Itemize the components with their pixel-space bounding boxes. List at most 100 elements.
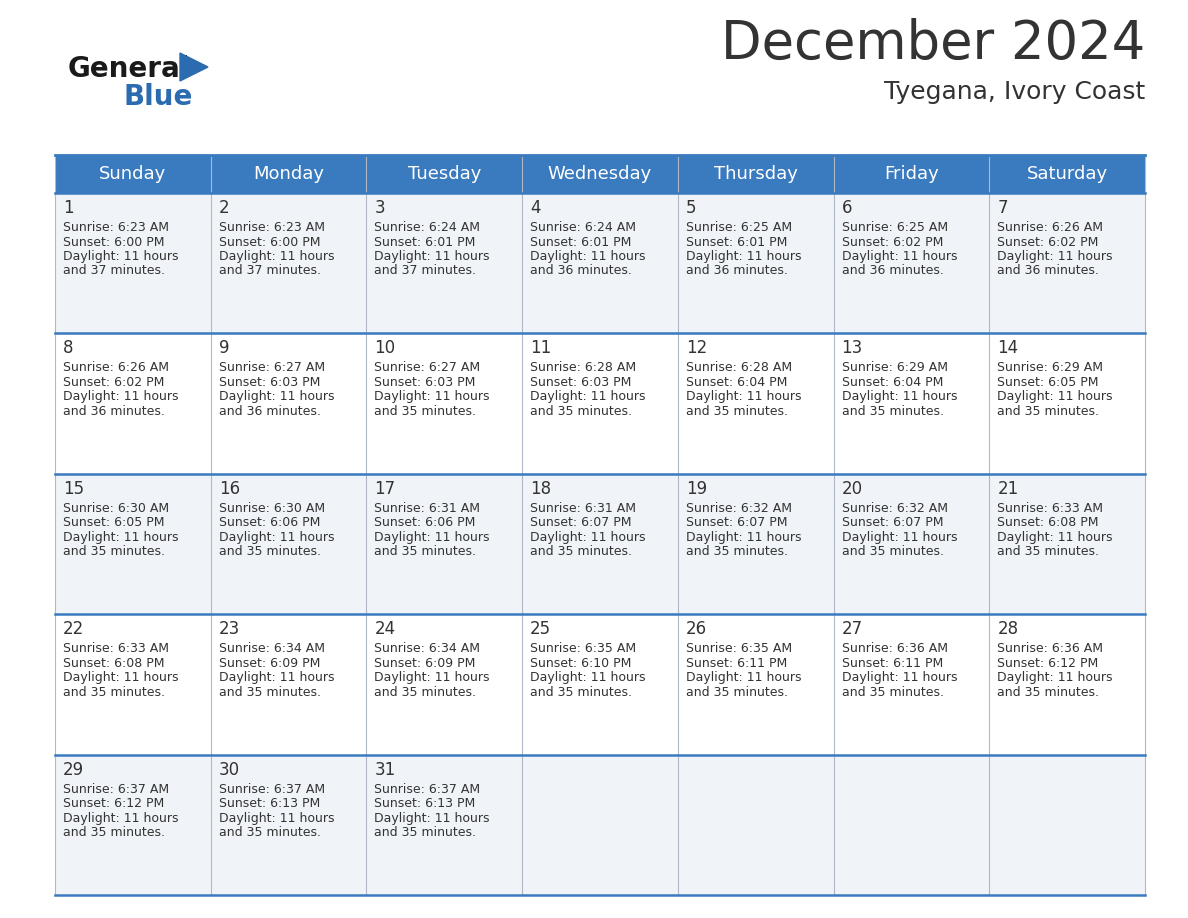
Text: Sunrise: 6:27 AM: Sunrise: 6:27 AM xyxy=(374,362,481,375)
Text: 9: 9 xyxy=(219,340,229,357)
Text: Sunset: 6:05 PM: Sunset: 6:05 PM xyxy=(63,516,164,530)
Text: and 37 minutes.: and 37 minutes. xyxy=(219,264,321,277)
Text: and 35 minutes.: and 35 minutes. xyxy=(219,545,321,558)
Text: and 35 minutes.: and 35 minutes. xyxy=(374,826,476,839)
Text: Sunrise: 6:24 AM: Sunrise: 6:24 AM xyxy=(530,221,636,234)
Text: Sunrise: 6:30 AM: Sunrise: 6:30 AM xyxy=(219,502,324,515)
Text: Sunrise: 6:33 AM: Sunrise: 6:33 AM xyxy=(997,502,1104,515)
Text: Sunrise: 6:34 AM: Sunrise: 6:34 AM xyxy=(219,643,324,655)
Text: 24: 24 xyxy=(374,621,396,638)
Text: Sunset: 6:10 PM: Sunset: 6:10 PM xyxy=(530,656,632,670)
Text: Daylight: 11 hours: Daylight: 11 hours xyxy=(685,671,802,684)
Text: Daylight: 11 hours: Daylight: 11 hours xyxy=(374,812,489,824)
Text: 26: 26 xyxy=(685,621,707,638)
Text: Daylight: 11 hours: Daylight: 11 hours xyxy=(63,812,178,824)
Text: Daylight: 11 hours: Daylight: 11 hours xyxy=(63,671,178,684)
Text: Sunrise: 6:26 AM: Sunrise: 6:26 AM xyxy=(63,362,169,375)
Text: Sunrise: 6:31 AM: Sunrise: 6:31 AM xyxy=(374,502,480,515)
Text: and 35 minutes.: and 35 minutes. xyxy=(685,405,788,418)
Text: 19: 19 xyxy=(685,480,707,498)
Text: General: General xyxy=(68,55,190,83)
Text: and 35 minutes.: and 35 minutes. xyxy=(685,686,788,699)
Text: and 36 minutes.: and 36 minutes. xyxy=(685,264,788,277)
Text: Daylight: 11 hours: Daylight: 11 hours xyxy=(530,531,645,543)
Bar xyxy=(366,155,523,193)
Text: Sunrise: 6:31 AM: Sunrise: 6:31 AM xyxy=(530,502,636,515)
Text: Blue: Blue xyxy=(124,83,192,111)
Text: 21: 21 xyxy=(997,480,1018,498)
Text: Sunrise: 6:37 AM: Sunrise: 6:37 AM xyxy=(374,783,481,796)
Text: Daylight: 11 hours: Daylight: 11 hours xyxy=(841,531,958,543)
Text: and 35 minutes.: and 35 minutes. xyxy=(530,686,632,699)
Text: Daylight: 11 hours: Daylight: 11 hours xyxy=(685,250,802,263)
Text: 11: 11 xyxy=(530,340,551,357)
Text: Monday: Monday xyxy=(253,165,324,183)
Text: Sunrise: 6:32 AM: Sunrise: 6:32 AM xyxy=(685,502,792,515)
Text: Sunrise: 6:25 AM: Sunrise: 6:25 AM xyxy=(685,221,792,234)
Text: 22: 22 xyxy=(63,621,84,638)
Text: Daylight: 11 hours: Daylight: 11 hours xyxy=(219,671,334,684)
Polygon shape xyxy=(181,53,208,81)
Text: 4: 4 xyxy=(530,199,541,217)
Text: Daylight: 11 hours: Daylight: 11 hours xyxy=(685,531,802,543)
Text: Thursday: Thursday xyxy=(714,165,797,183)
Text: Daylight: 11 hours: Daylight: 11 hours xyxy=(63,390,178,403)
Text: 13: 13 xyxy=(841,340,862,357)
Text: Sunrise: 6:25 AM: Sunrise: 6:25 AM xyxy=(841,221,948,234)
Text: and 35 minutes.: and 35 minutes. xyxy=(374,405,476,418)
Text: Daylight: 11 hours: Daylight: 11 hours xyxy=(841,390,958,403)
Text: December 2024: December 2024 xyxy=(721,18,1145,70)
Text: 27: 27 xyxy=(841,621,862,638)
Text: Sunset: 6:12 PM: Sunset: 6:12 PM xyxy=(997,656,1099,670)
Text: 6: 6 xyxy=(841,199,852,217)
Text: and 37 minutes.: and 37 minutes. xyxy=(63,264,165,277)
Text: Daylight: 11 hours: Daylight: 11 hours xyxy=(997,531,1113,543)
Text: 18: 18 xyxy=(530,480,551,498)
Text: Sunset: 6:04 PM: Sunset: 6:04 PM xyxy=(685,375,788,389)
Text: and 35 minutes.: and 35 minutes. xyxy=(841,686,943,699)
Text: and 35 minutes.: and 35 minutes. xyxy=(219,826,321,839)
Text: and 36 minutes.: and 36 minutes. xyxy=(997,264,1099,277)
Text: 5: 5 xyxy=(685,199,696,217)
Text: Sunrise: 6:29 AM: Sunrise: 6:29 AM xyxy=(997,362,1104,375)
Text: Daylight: 11 hours: Daylight: 11 hours xyxy=(374,671,489,684)
Text: Daylight: 11 hours: Daylight: 11 hours xyxy=(63,531,178,543)
Bar xyxy=(990,155,1145,193)
Text: and 36 minutes.: and 36 minutes. xyxy=(530,264,632,277)
Text: Sunset: 6:00 PM: Sunset: 6:00 PM xyxy=(63,236,164,249)
Text: Friday: Friday xyxy=(884,165,939,183)
Text: Daylight: 11 hours: Daylight: 11 hours xyxy=(374,250,489,263)
Text: and 35 minutes.: and 35 minutes. xyxy=(63,826,165,839)
Text: Daylight: 11 hours: Daylight: 11 hours xyxy=(997,671,1113,684)
Text: Daylight: 11 hours: Daylight: 11 hours xyxy=(219,250,334,263)
Text: Sunrise: 6:37 AM: Sunrise: 6:37 AM xyxy=(63,783,169,796)
Text: Tuesday: Tuesday xyxy=(407,165,481,183)
Text: Sunset: 6:03 PM: Sunset: 6:03 PM xyxy=(219,375,320,389)
Text: Sunrise: 6:34 AM: Sunrise: 6:34 AM xyxy=(374,643,480,655)
Text: Daylight: 11 hours: Daylight: 11 hours xyxy=(219,390,334,403)
Text: Sunset: 6:06 PM: Sunset: 6:06 PM xyxy=(374,516,476,530)
Text: and 37 minutes.: and 37 minutes. xyxy=(374,264,476,277)
Text: Sunset: 6:08 PM: Sunset: 6:08 PM xyxy=(997,516,1099,530)
Text: and 36 minutes.: and 36 minutes. xyxy=(841,264,943,277)
Text: Daylight: 11 hours: Daylight: 11 hours xyxy=(685,390,802,403)
Text: 29: 29 xyxy=(63,761,84,778)
Text: Sunset: 6:00 PM: Sunset: 6:00 PM xyxy=(219,236,321,249)
Text: Sunset: 6:02 PM: Sunset: 6:02 PM xyxy=(63,375,164,389)
Bar xyxy=(523,155,678,193)
Text: Sunset: 6:13 PM: Sunset: 6:13 PM xyxy=(374,797,475,810)
Text: and 35 minutes.: and 35 minutes. xyxy=(374,545,476,558)
Text: and 35 minutes.: and 35 minutes. xyxy=(374,686,476,699)
Text: 30: 30 xyxy=(219,761,240,778)
Text: and 35 minutes.: and 35 minutes. xyxy=(841,545,943,558)
Text: and 35 minutes.: and 35 minutes. xyxy=(63,686,165,699)
Text: Sunset: 6:08 PM: Sunset: 6:08 PM xyxy=(63,656,164,670)
Text: Sunday: Sunday xyxy=(100,165,166,183)
Text: Sunrise: 6:23 AM: Sunrise: 6:23 AM xyxy=(219,221,324,234)
Text: Daylight: 11 hours: Daylight: 11 hours xyxy=(997,390,1113,403)
Text: 20: 20 xyxy=(841,480,862,498)
Text: Sunrise: 6:35 AM: Sunrise: 6:35 AM xyxy=(530,643,637,655)
Text: Sunset: 6:02 PM: Sunset: 6:02 PM xyxy=(841,236,943,249)
Text: Sunset: 6:03 PM: Sunset: 6:03 PM xyxy=(530,375,632,389)
Text: Sunrise: 6:23 AM: Sunrise: 6:23 AM xyxy=(63,221,169,234)
